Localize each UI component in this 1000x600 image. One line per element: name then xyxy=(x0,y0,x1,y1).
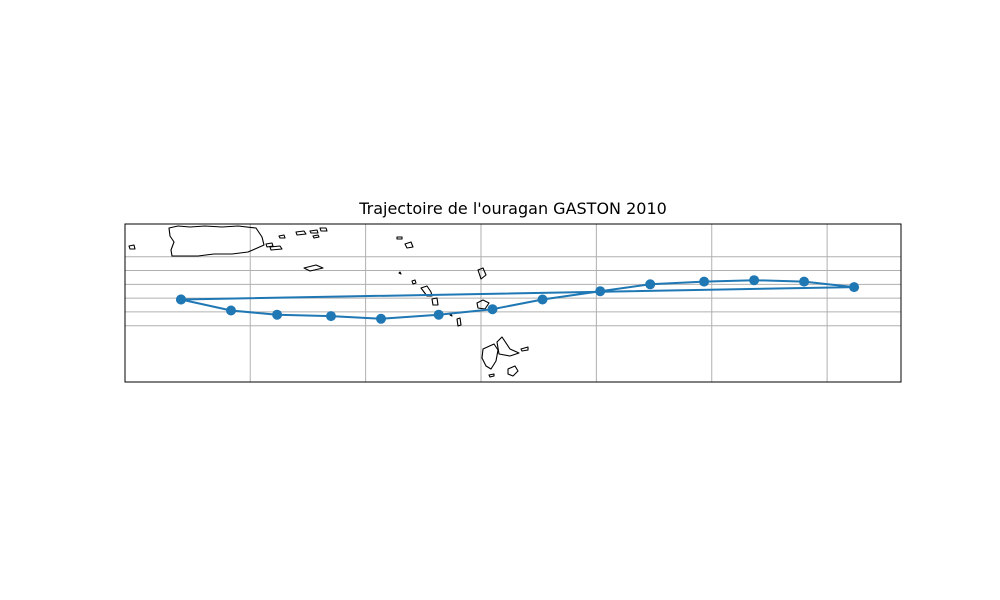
track-point xyxy=(433,309,444,320)
track-point xyxy=(699,276,710,287)
guadeloupe-grande-terre xyxy=(496,336,520,357)
culebra-island xyxy=(265,242,274,248)
st-kitts-island xyxy=(411,279,417,285)
track-point xyxy=(176,294,186,305)
saba-island xyxy=(398,271,402,275)
islet-b xyxy=(456,317,462,327)
track-point xyxy=(749,275,760,286)
track-point xyxy=(226,305,236,316)
track-point xyxy=(537,294,548,305)
les-saintes-island xyxy=(488,373,495,378)
track-point xyxy=(272,309,283,320)
la-desirade-island xyxy=(520,346,529,352)
coastlines xyxy=(128,225,529,378)
barbuda-island xyxy=(477,267,487,280)
track-point xyxy=(487,304,498,315)
map-frame xyxy=(124,223,902,383)
marie-galante-island xyxy=(507,365,519,377)
mona-island xyxy=(128,244,136,250)
gridlines xyxy=(125,224,901,382)
virgin-islands-4 xyxy=(319,227,328,232)
map-title: Trajectoire de l'ouragan GASTON 2010 xyxy=(359,199,667,218)
track-point xyxy=(849,282,860,293)
st-croix-island xyxy=(303,264,324,272)
track-point xyxy=(595,286,606,297)
track-point xyxy=(645,279,656,290)
antigua-island xyxy=(476,299,490,310)
track-point xyxy=(376,313,386,324)
track-point xyxy=(326,311,336,322)
st-martin-island xyxy=(404,241,414,249)
anguilla-island xyxy=(396,236,403,240)
virgin-islands-1 xyxy=(278,234,286,239)
islet-a xyxy=(449,313,453,317)
hurricane-track xyxy=(176,275,860,324)
montserrat-island xyxy=(431,297,439,306)
puerto-rico-coastline xyxy=(168,225,265,257)
virgin-islands-3 xyxy=(309,229,319,234)
guadeloupe-basse-terre xyxy=(481,343,499,370)
virgin-islands-2 xyxy=(295,230,307,236)
map-background xyxy=(125,224,901,382)
vieques-island xyxy=(269,245,283,251)
track-point xyxy=(799,276,810,287)
virgin-islands-5 xyxy=(312,234,320,239)
